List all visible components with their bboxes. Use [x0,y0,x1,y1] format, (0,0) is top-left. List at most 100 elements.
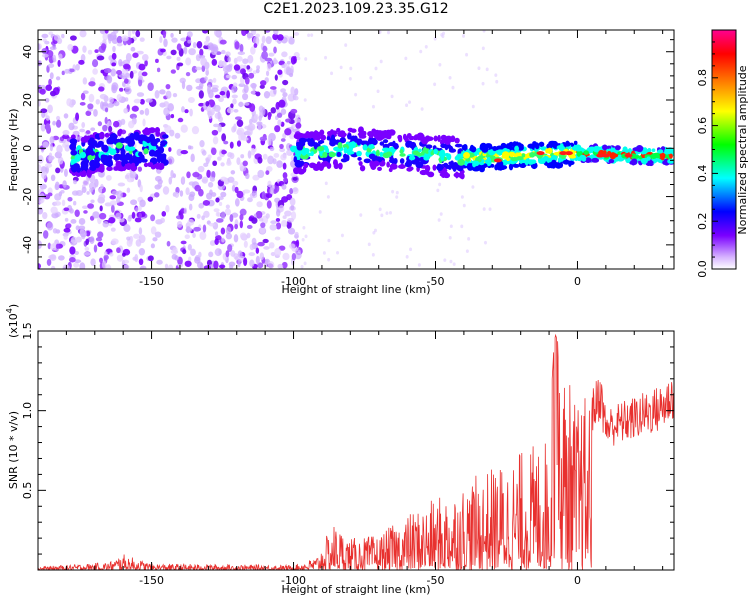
noise-blob [219,90,226,96]
noise-blob [230,170,236,175]
noise-blob [108,97,114,104]
signal-blob [406,133,412,139]
signal-blob [99,131,105,140]
signal-blob [440,155,445,161]
signal-blob [159,142,166,147]
signal-blob [646,156,651,161]
signal-blob [425,136,434,141]
signal-blob [368,153,376,160]
noise-blob [61,199,66,207]
signal-blob [393,158,398,164]
noise-blob [38,263,42,269]
noise-blob [140,265,147,269]
noise-blob [121,259,130,264]
spectrogram-frame [37,29,675,270]
signal-blob [382,139,389,144]
noise-blob [111,62,117,67]
signal-blob [109,133,118,140]
noise-blob [225,51,231,57]
noise-blob [56,37,63,45]
noise-blob [131,105,139,112]
x-tick-label: -50 [427,574,445,587]
noise-blob [73,262,80,268]
noise-blob [163,38,168,48]
signal-blob [304,138,312,142]
signal-blob [93,161,101,169]
signal-blob [113,166,119,171]
noise-blob [105,175,112,181]
noise-blob [244,77,250,85]
signal-blob [454,171,459,179]
noise-blob [174,255,179,261]
noise-blob [408,100,412,104]
signal-blob [115,142,123,149]
signal-blob [551,159,557,165]
noise-blob [40,123,46,132]
noise-blob [289,72,294,78]
noise-blob [172,92,178,98]
noise-blob [236,56,243,62]
noise-blob [75,225,80,231]
noise-blob [250,147,256,156]
noise-blob [48,78,52,86]
signal-blob [141,158,148,163]
signal-blob [157,164,165,170]
noise-blob [259,226,266,234]
noise-blob [290,108,298,114]
noise-blob [240,68,247,75]
signal-blob [322,151,328,158]
noise-blob [300,264,304,269]
signal-blob [430,150,435,156]
noise-blob [216,212,221,217]
noise-blob [253,113,259,120]
noise-blob [436,188,440,193]
noise-blob [195,85,203,90]
noise-blob [279,147,286,153]
colorbar-tick-label: 0.2 [696,212,709,230]
noise-blob [50,265,56,269]
noise-blob [256,65,260,70]
noise-blob [246,232,251,239]
noise-blob [380,213,384,218]
y-tick-label: -20 [21,188,34,206]
noise-blob [181,106,185,113]
noise-blob [467,237,471,241]
noise-blob [104,107,109,113]
signal-blob [133,131,140,138]
noise-blob [123,78,129,84]
signal-blob [490,163,495,168]
noise-blob [82,90,89,95]
noise-blob [211,58,218,66]
noise-blob [448,75,452,80]
noise-blob [212,160,218,167]
noise-blob [281,196,289,203]
noise-blob [66,98,73,107]
noise-blob [38,155,44,164]
noise-blob [75,63,80,71]
noise-blob [187,227,193,232]
noise-blob [405,255,409,259]
noise-blob [63,235,68,240]
noise-blob [233,109,239,113]
signal-blob [496,149,504,155]
noise-blob [54,181,60,191]
noise-blob [111,52,117,60]
noise-blob [139,199,146,208]
noise-blob [124,87,132,95]
noise-blob [109,195,117,200]
noise-blob [239,208,247,216]
noise-blob [180,149,189,155]
signal-blob [386,151,393,157]
signal-blob [81,170,87,177]
noise-blob [439,212,443,216]
noise-blob [209,176,216,182]
noise-blob [460,224,464,229]
noise-blob [268,52,275,57]
noise-blob [85,130,91,135]
noise-blob [130,199,138,206]
signal-blob [389,163,398,170]
noise-blob [288,37,295,45]
noise-blob [50,206,58,214]
noise-blob [116,247,121,254]
noise-blob [281,261,288,269]
